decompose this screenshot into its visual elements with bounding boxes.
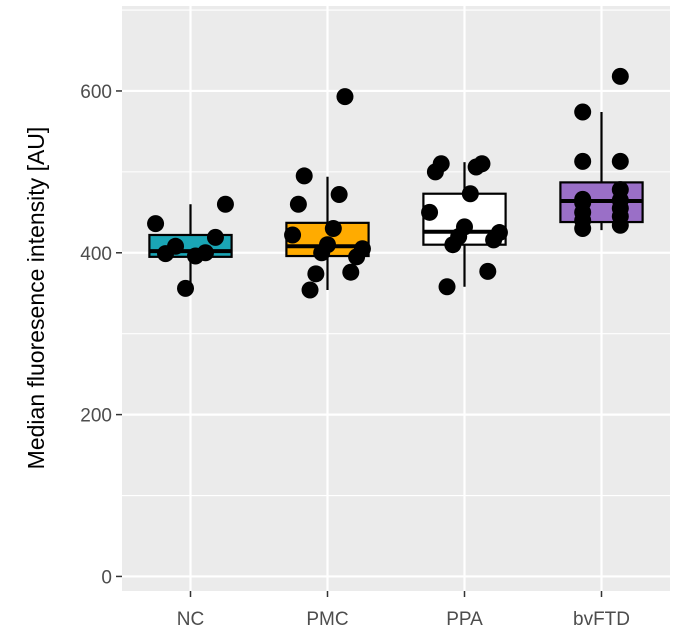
data-point-bvftd xyxy=(574,103,592,121)
data-point-ppa xyxy=(438,278,456,296)
data-point-pmc xyxy=(336,88,354,106)
y-axis: 0 200 400 600 xyxy=(80,82,122,588)
data-point-ppa xyxy=(461,185,479,203)
x-tick-label: PMC xyxy=(306,609,348,630)
x-axis: NC PMC PPA bvFTD xyxy=(177,591,630,630)
data-point-pmc xyxy=(324,220,342,238)
data-point-pmc xyxy=(284,226,302,244)
data-point-nc xyxy=(177,279,195,297)
plot-panel xyxy=(122,6,670,591)
y-tick-label: 400 xyxy=(80,244,112,265)
data-point-pmc xyxy=(301,281,319,299)
data-point-pmc xyxy=(342,263,360,281)
data-point-ppa xyxy=(479,262,497,280)
data-point-bvftd xyxy=(611,181,629,199)
box-bvftd xyxy=(559,111,644,231)
x-tick-label: PPA xyxy=(446,609,483,630)
data-point-bvftd xyxy=(611,67,629,85)
data-point-pmc xyxy=(295,167,313,185)
data-point-nc xyxy=(157,245,175,263)
data-point-bvftd xyxy=(574,190,592,208)
y-tick-label: 200 xyxy=(80,406,112,427)
data-point-pmc xyxy=(319,236,336,254)
data-point-ppa xyxy=(490,224,508,242)
y-tick-label: 600 xyxy=(80,82,112,103)
data-point-pmc xyxy=(330,186,348,204)
data-point-pmc xyxy=(307,265,325,283)
data-point-nc xyxy=(186,247,204,265)
data-points xyxy=(147,67,629,299)
y-axis-title: Median fluoresence intensity [AU] xyxy=(23,127,49,470)
x-tick-label: NC xyxy=(177,609,204,630)
data-point-nc xyxy=(216,195,234,213)
data-point-bvftd xyxy=(574,152,592,170)
data-point-pmc xyxy=(289,195,307,213)
data-point-ppa xyxy=(456,218,473,236)
data-point-pmc xyxy=(353,240,371,258)
data-point-nc xyxy=(206,228,224,246)
data-point-nc xyxy=(147,215,165,233)
data-point-ppa xyxy=(432,155,450,173)
data-point-ppa xyxy=(421,203,439,221)
x-tick-label: bvFTD xyxy=(573,609,630,630)
data-point-bvftd xyxy=(611,152,629,170)
y-tick-label: 0 xyxy=(101,567,112,588)
data-point-ppa xyxy=(473,155,491,173)
